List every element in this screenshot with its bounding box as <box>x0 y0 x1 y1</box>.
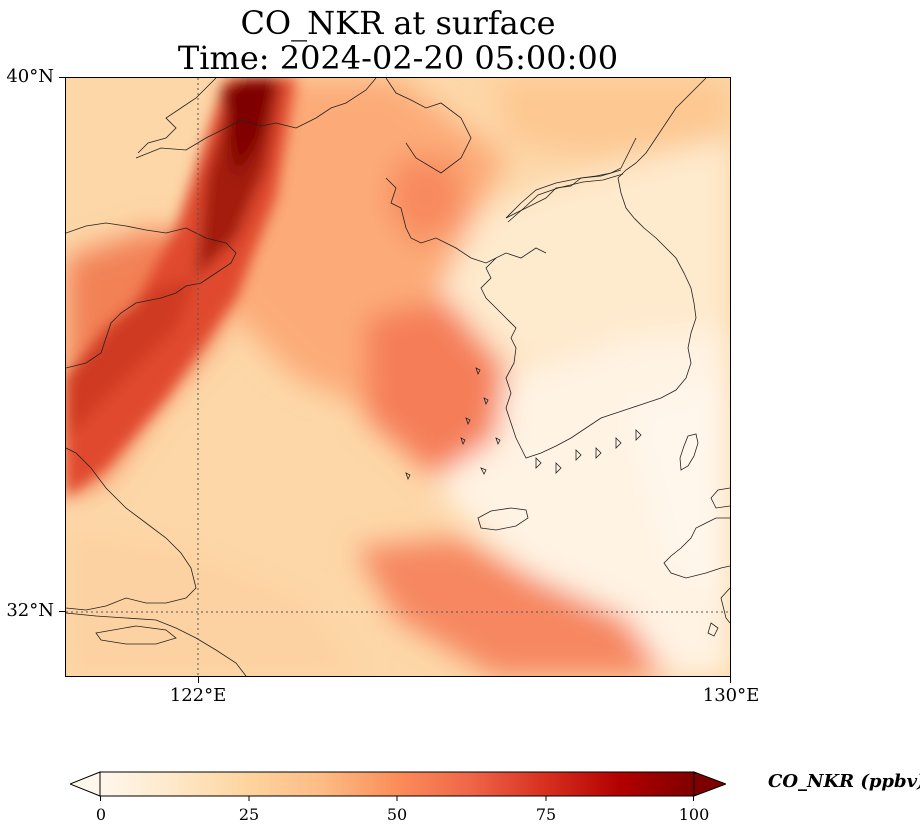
west-coast-band-core <box>66 278 196 438</box>
coastline-north-china <box>135 78 377 159</box>
colorbar-gradient <box>99 771 695 797</box>
central-hotspot <box>366 298 506 478</box>
coastline-west-korea-bay <box>385 177 547 264</box>
korean-west-islands <box>405 367 501 481</box>
colorbar-label-25: 25 <box>238 805 260 824</box>
map-panel <box>65 77 731 677</box>
southern-islet <box>707 622 719 637</box>
coastline-liaodong <box>385 78 472 174</box>
map-title: CO_NKR at surface <box>240 4 556 42</box>
dmz-border-2 <box>507 173 624 223</box>
gridlines <box>66 78 730 676</box>
lon-tick-122e <box>198 677 199 683</box>
lon-label-130e: 130°E <box>702 685 760 706</box>
low-concentration-region-north <box>426 138 730 368</box>
coastline-korea-northeast <box>617 78 707 179</box>
concentration-field <box>66 78 730 676</box>
coastlines <box>66 78 730 676</box>
top-right-band <box>496 78 730 158</box>
coastline-korea-west <box>480 137 697 459</box>
colorbar <box>70 771 726 801</box>
plume-peak <box>221 78 276 178</box>
lat-label-32n: 32°N <box>6 600 54 621</box>
yangtze-estuary <box>66 612 247 676</box>
very-low-region-east <box>626 378 730 598</box>
map-subtitle-time: Time: 2024-02-20 05:00:00 <box>177 39 619 77</box>
korean-south-islands <box>535 429 642 474</box>
lat-tick-40n <box>59 77 65 78</box>
colorbar-title: CO_NKR (ppbv) <box>768 771 920 792</box>
dmz-border <box>505 169 622 219</box>
southwest-pale <box>66 528 366 676</box>
bohai-hotspot <box>386 158 466 248</box>
japan-honshu <box>710 487 730 509</box>
lat-tick-32n <box>59 611 65 612</box>
lon-tick-130e <box>730 677 731 683</box>
colorbar-label-100: 100 <box>678 805 710 824</box>
coastline-shandong-north <box>137 78 217 154</box>
jeju-island <box>477 507 529 531</box>
colorbar-label-50: 50 <box>386 805 408 824</box>
coastline-shandong <box>66 222 237 369</box>
lat-label-40n: 40°N <box>6 66 54 87</box>
map-canvas <box>66 78 730 676</box>
lon-label-122e: 122°E <box>169 685 227 706</box>
colorbar-label-0: 0 <box>95 805 107 824</box>
yangtze-island <box>95 625 177 645</box>
japan-south <box>720 587 730 624</box>
colorbar-max-extend <box>693 771 726 797</box>
colorbar-min-extend <box>70 771 101 797</box>
colorbar-ticks <box>100 796 694 801</box>
coastline-jiangsu <box>66 447 197 611</box>
tsushima-island <box>679 433 699 471</box>
southern-band <box>356 538 666 676</box>
japan-kyushu <box>663 517 730 579</box>
colorbar-label-75: 75 <box>535 805 557 824</box>
